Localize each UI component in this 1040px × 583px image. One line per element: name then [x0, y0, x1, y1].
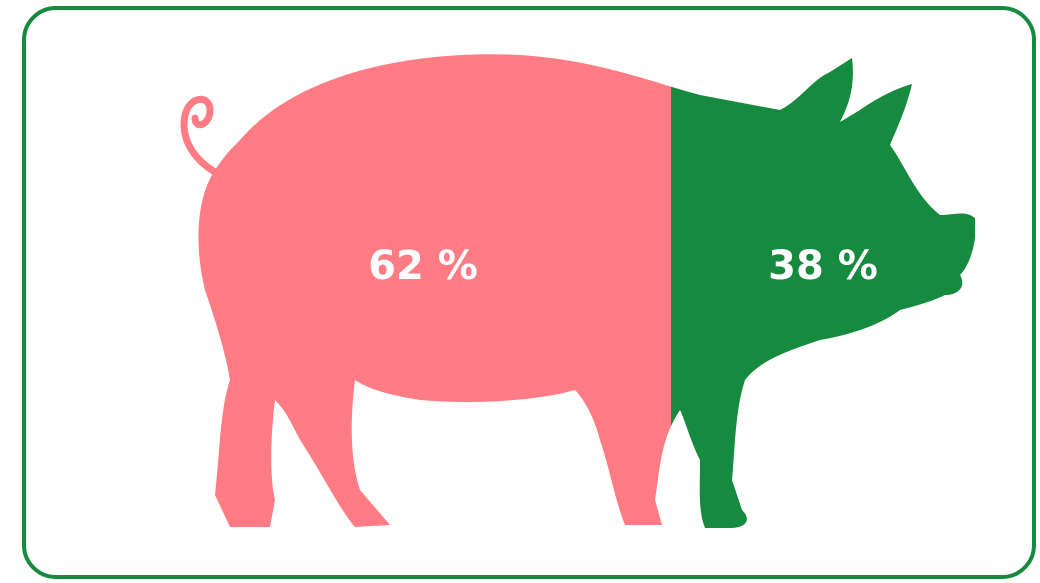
value-label: 38 %: [768, 243, 878, 289]
chart: 62 % 38 %: [0, 0, 1040, 583]
page: 62 %38 % (() => { const data = JSON.pars…: [0, 0, 1040, 583]
value-label: 62 %: [368, 243, 478, 289]
